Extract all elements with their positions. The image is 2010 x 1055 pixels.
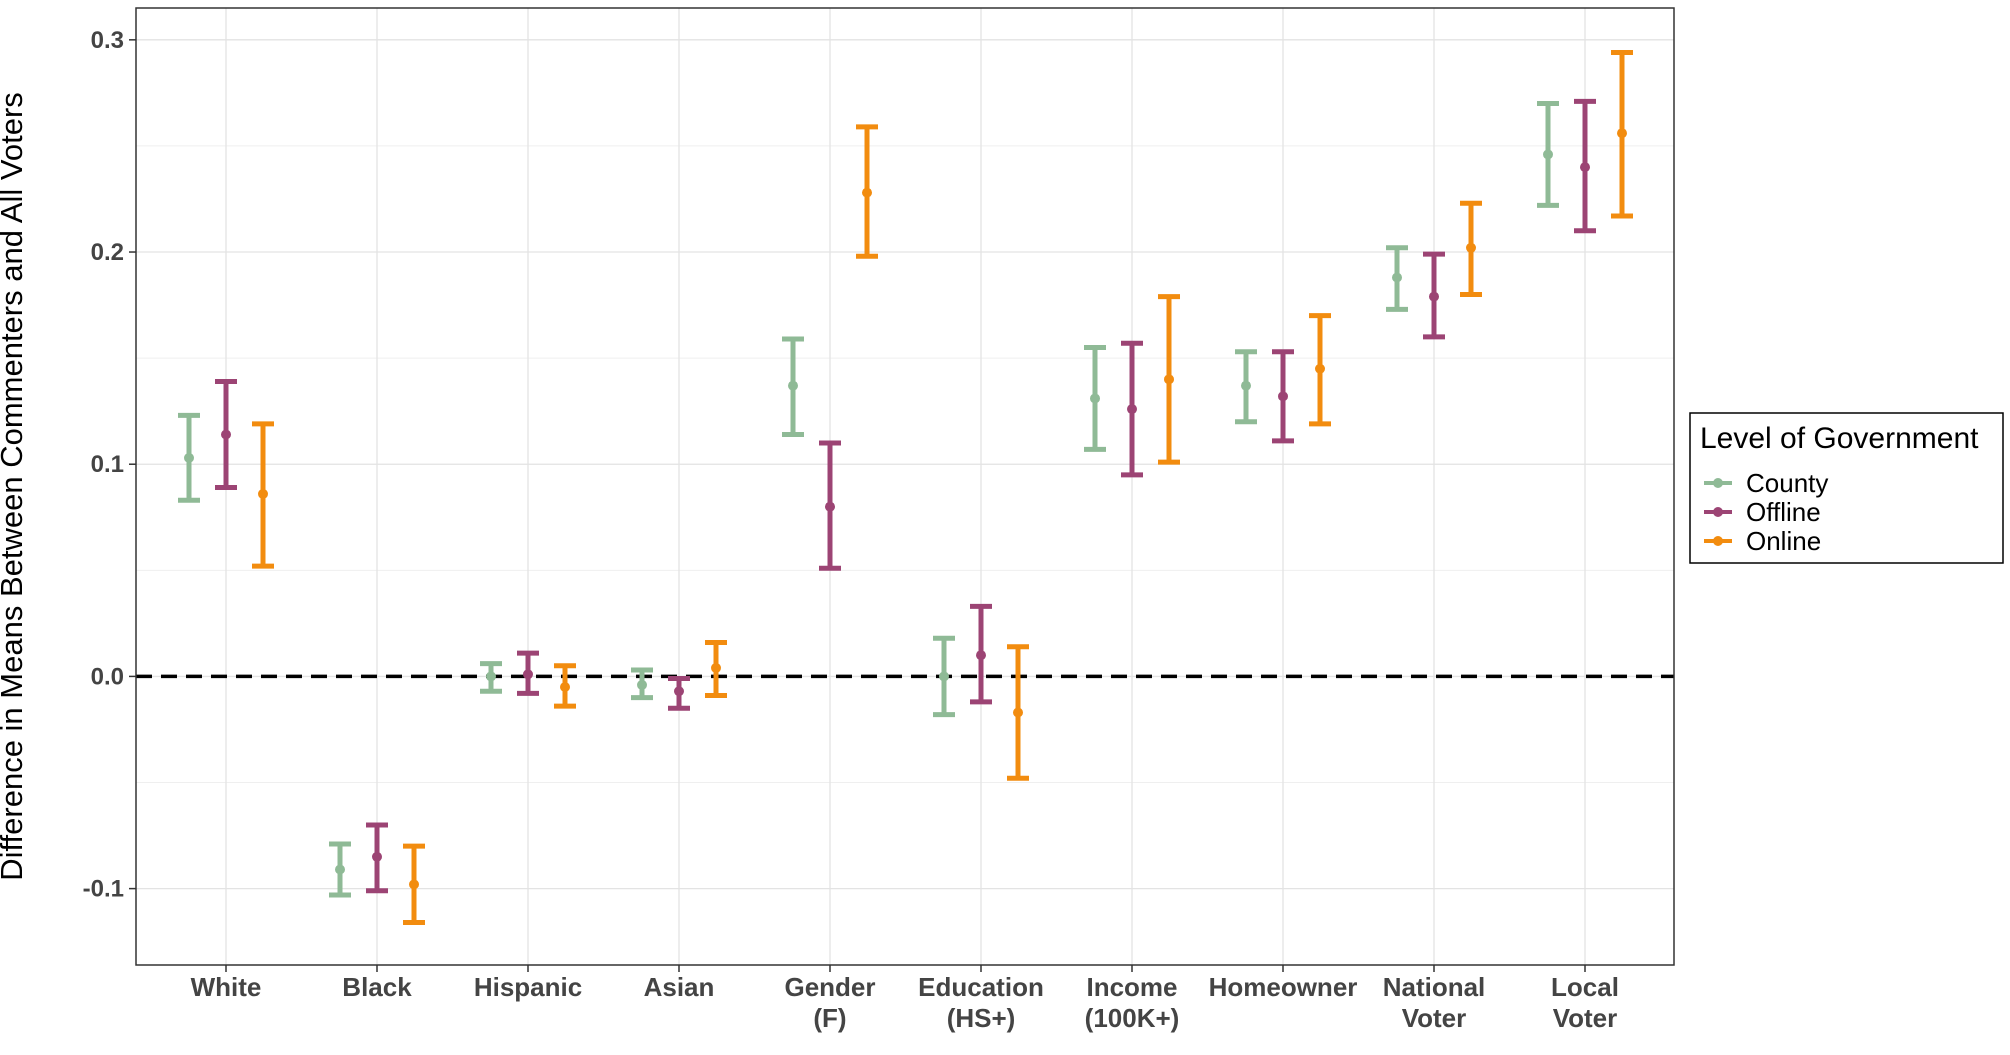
point-estimate	[409, 879, 419, 890]
x-tick-label: Voter	[1553, 1003, 1618, 1033]
y-tick-label: 0.0	[91, 663, 124, 690]
point-estimate	[258, 488, 268, 499]
legend-label: Online	[1746, 526, 1821, 556]
point-estimate	[1617, 128, 1627, 139]
point-estimate	[560, 682, 570, 693]
point-estimate	[976, 650, 986, 661]
point-estimate	[335, 864, 345, 875]
legend-label: Offline	[1746, 497, 1821, 527]
y-axis-ticks: -0.1 0.0 0.1 0.2 0.3	[83, 27, 136, 903]
point-estimate	[184, 452, 194, 463]
panel-border	[135, 7, 1675, 966]
point-estimate	[523, 669, 533, 680]
x-tick-label: (F)	[813, 1003, 846, 1033]
legend-item-county: County	[1704, 468, 1828, 498]
y-tick-label: -0.1	[83, 876, 124, 903]
x-tick-label: Local	[1551, 972, 1619, 1002]
point-estimate	[1278, 391, 1288, 402]
legend-item-online: Online	[1704, 526, 1821, 556]
x-tick-label: Black	[342, 972, 412, 1002]
x-tick-label: (100K+)	[1085, 1003, 1180, 1033]
point-estimate	[1013, 707, 1023, 718]
series-online	[252, 50, 1633, 926]
y-tick-label: 0.3	[91, 27, 124, 54]
x-tick-label: Voter	[1402, 1003, 1467, 1033]
legend-title: Level of Government	[1700, 422, 1979, 455]
x-tick-label: Gender	[784, 972, 875, 1002]
legend-key-point	[1713, 478, 1723, 488]
point-estimate	[1580, 162, 1590, 173]
series-county	[178, 100, 1559, 898]
point-estimate	[1466, 242, 1476, 253]
point-estimate	[486, 671, 496, 682]
point-estimate	[372, 851, 382, 862]
legend-key-point	[1713, 536, 1723, 546]
point-estimate	[711, 662, 721, 673]
legend-item-offline: Offline	[1704, 497, 1821, 527]
minor-gridlines	[136, 145, 1674, 784]
x-axis-ticks: White Black Hispanic Asian Gender(F) Educatio…	[191, 965, 1619, 1033]
point-estimate	[825, 501, 835, 512]
point-estimate	[939, 671, 949, 682]
series-offline	[215, 98, 1596, 894]
x-tick-label: Asian	[644, 972, 715, 1002]
point-estimate	[1164, 374, 1174, 385]
legend-label: County	[1746, 468, 1828, 498]
point-estimate	[1241, 380, 1251, 391]
point-estimate	[1392, 272, 1402, 283]
point-estimate	[862, 187, 872, 198]
point-estimate	[1429, 291, 1439, 302]
x-tick-label: White	[191, 972, 262, 1002]
legend-key-point	[1713, 507, 1723, 517]
point-estimate	[1315, 363, 1325, 374]
legend-box	[1689, 412, 2004, 564]
point-estimate	[637, 679, 647, 690]
x-tick-label: Income	[1086, 972, 1177, 1002]
point-estimate	[674, 686, 684, 697]
x-tick-label: National	[1383, 972, 1486, 1002]
data-marks	[178, 50, 1633, 926]
major-gridlines	[136, 8, 1674, 965]
point-estimate	[1090, 393, 1100, 404]
x-tick-label: Education	[918, 972, 1044, 1002]
x-tick-label: Homeowner	[1209, 972, 1358, 1002]
y-axis-label: Difference in Means Between Commenters a…	[0, 92, 29, 881]
y-tick-label: 0.2	[91, 239, 124, 266]
x-tick-label: Hispanic	[474, 972, 582, 1002]
point-estimate	[1127, 404, 1137, 415]
point-estimate	[788, 380, 798, 391]
y-tick-label: 0.1	[91, 451, 124, 478]
point-estimate	[1543, 149, 1553, 160]
point-estimate	[221, 429, 231, 440]
x-tick-label: (HS+)	[947, 1003, 1016, 1033]
